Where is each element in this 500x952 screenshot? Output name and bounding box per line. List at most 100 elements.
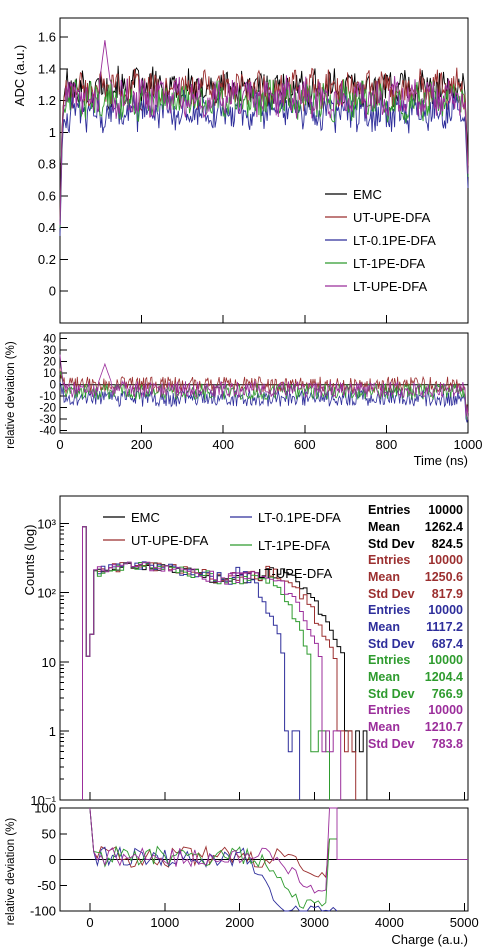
plot-frame [59,495,469,801]
legend-entry: LT-0.1PE-DFA [258,510,341,525]
y-tick-label: 1.6 [38,30,56,45]
stat-value: 10000 [428,653,463,667]
ratio-line-lt-upe-dfa [59,354,469,420]
stat-label: Entries [368,553,410,567]
y-tick-label: 1 [49,724,56,739]
stat-value: 1262.4 [425,520,463,534]
y-tick-label: 10² [37,586,56,601]
y-tick-label: -10 [39,391,56,403]
legend-entry: LT-UPE-DFA [353,279,427,294]
stat-value: 783.8 [432,737,463,751]
y-tick-label: 0 [50,380,56,392]
x-tick-label: 5000 [450,915,479,930]
y-tick-label: 0.6 [38,188,56,203]
ratio-line-ut-upe-dfa [89,807,337,879]
stat-label: Entries [368,603,410,617]
series-line-lt-01pe-dfa [59,89,469,237]
y-axis-label: ADC (a.u.) [12,45,27,106]
legend-entry: EMC [353,187,382,202]
x-tick-label: 0 [56,437,63,452]
stat-value: 1250.6 [425,570,463,584]
x-tick-label: 2000 [225,915,254,930]
y-axis-label: relative deviation (%) [5,341,17,449]
y-tick-label: -30 [39,414,56,426]
legend-entry: LT-UPE-DFA [258,566,332,581]
stat-label: Std Dev [368,587,415,601]
stat-label: Mean [368,570,400,584]
stat-label: Std Dev [368,637,415,651]
y-tick-label: 10³ [37,517,56,532]
ratio-line-lt-1pe-dfa [89,807,337,909]
y-tick-label: 10⁻¹ [30,793,56,808]
stat-value: 817.9 [432,587,463,601]
x-axis-label: Charge (a.u.) [391,932,468,947]
y-tick-label: 10 [42,655,56,670]
stat-label: Mean [368,520,400,534]
x-tick-label: 1000 [454,437,483,452]
x-tick-label: 400 [212,437,234,452]
x-tick-label: 800 [376,437,398,452]
y-tick-label: 1.2 [38,93,56,108]
x-tick-label: 200 [131,437,153,452]
x-tick-label: 1000 [150,915,179,930]
y-tick-label: 0 [49,852,56,867]
stat-label: Mean [368,720,400,734]
y-tick-label: 40 [43,334,56,346]
stat-value: 687.4 [432,637,463,651]
x-tick-label: 3000 [300,915,329,930]
x-tick-label: 4000 [375,915,404,930]
plot-frame [59,332,469,434]
y-tick-label: 1.4 [38,61,56,76]
legend-entry: UT-UPE-DFA [131,533,209,548]
x-tick-label: 600 [294,437,316,452]
legend-entry: UT-UPE-DFA [353,210,431,225]
series-line-lt-upe-dfa [59,40,469,226]
stat-label: Mean [368,670,400,684]
plot-frame [59,17,469,324]
stat-label: Std Dev [368,537,415,551]
y-tick-label: 50 [42,826,56,841]
top-waveform-panel: 0 0.2 0.4 0.6 0.8 1 1.2 1.4 1.6 ADC (a.u.) EMC UT-U… [12,17,469,324]
x-tick-label: 0 [86,915,93,930]
histogram-lt-1pe-dfa [82,526,330,800]
y-tick-label: 0.8 [38,157,56,172]
legend-entry: LT-0.1PE-DFA [353,233,436,248]
legend-entry: LT-1PE-DFA [258,538,330,553]
stat-value: 10000 [428,553,463,567]
stat-value: 766.9 [432,687,463,701]
y-tick-label: 30 [43,345,56,357]
stat-value: 10000 [428,603,463,617]
stat-label: Std Dev [368,687,415,701]
ratio-line-lt-01pe-dfa [89,807,338,912]
stat-label: Entries [368,703,410,717]
y-tick-label: 0 [49,284,56,299]
stat-value: 1210.7 [425,720,463,734]
y-axis-label: relative deviation (%) [5,818,17,926]
y-tick-label: 100 [34,801,56,816]
y-axis-label: Counts (log) [22,525,37,596]
y-tick-label: -20 [39,403,56,415]
legend-entry: EMC [131,510,160,525]
stat-label: Mean [368,620,400,634]
stat-value: 1204.4 [425,670,463,684]
histogram-lt-upe-dfa [82,526,342,800]
stat-label: Entries [368,503,410,517]
stat-value: 824.5 [432,537,463,551]
stat-label: Entries [368,653,410,667]
stat-value: 1117.2 [426,620,463,634]
y-tick-label: 0.2 [38,252,56,267]
stat-value: 10000 [428,503,463,517]
y-tick-label: -100 [30,904,56,919]
y-tick-label: 0.4 [38,220,56,235]
ratio-line-lt-1pe-dfa [59,371,469,420]
ratio-line-lt-upe-dfa [89,807,468,894]
y-tick-label: -40 [39,426,56,438]
y-tick-label: 10 [43,368,56,380]
y-tick-label: 1 [49,125,56,140]
stat-value: 10000 [428,703,463,717]
y-tick-label: -50 [37,878,56,893]
